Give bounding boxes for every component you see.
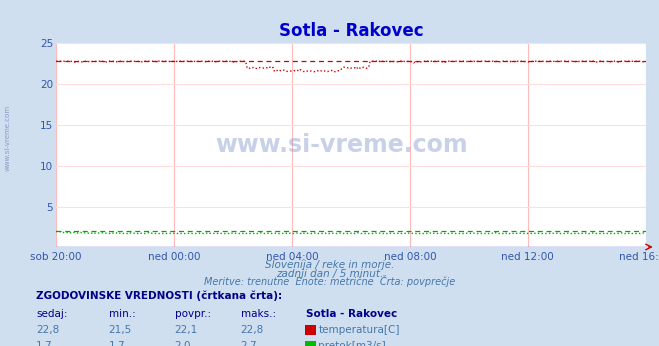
Text: 21,5: 21,5 — [109, 325, 132, 335]
Text: 2,7: 2,7 — [241, 341, 257, 346]
Text: 22,1: 22,1 — [175, 325, 198, 335]
Text: zadnji dan / 5 minut.: zadnji dan / 5 minut. — [276, 269, 383, 279]
Text: www.si-vreme.com: www.si-vreme.com — [5, 105, 11, 172]
Text: sedaj:: sedaj: — [36, 309, 68, 319]
Text: 2,0: 2,0 — [175, 341, 191, 346]
Text: 1,7: 1,7 — [109, 341, 125, 346]
Text: temperatura[C]: temperatura[C] — [318, 325, 400, 335]
Text: www.si-vreme.com: www.si-vreme.com — [215, 133, 468, 157]
Text: 22,8: 22,8 — [36, 325, 59, 335]
Text: 1,7: 1,7 — [36, 341, 53, 346]
Text: Sotla - Rakovec: Sotla - Rakovec — [306, 309, 397, 319]
Text: povpr.:: povpr.: — [175, 309, 211, 319]
Text: pretok[m3/s]: pretok[m3/s] — [318, 341, 386, 346]
Text: Meritve: trenutne  Enote: metrične  Črta: povprečje: Meritve: trenutne Enote: metrične Črta: … — [204, 275, 455, 288]
Text: Slovenija / reke in morje.: Slovenija / reke in morje. — [265, 260, 394, 270]
Text: ZGODOVINSKE VREDNOSTI (črtkana črta):: ZGODOVINSKE VREDNOSTI (črtkana črta): — [36, 291, 282, 301]
Text: 22,8: 22,8 — [241, 325, 264, 335]
Text: min.:: min.: — [109, 309, 136, 319]
Text: maks.:: maks.: — [241, 309, 275, 319]
Title: Sotla - Rakovec: Sotla - Rakovec — [279, 22, 423, 40]
